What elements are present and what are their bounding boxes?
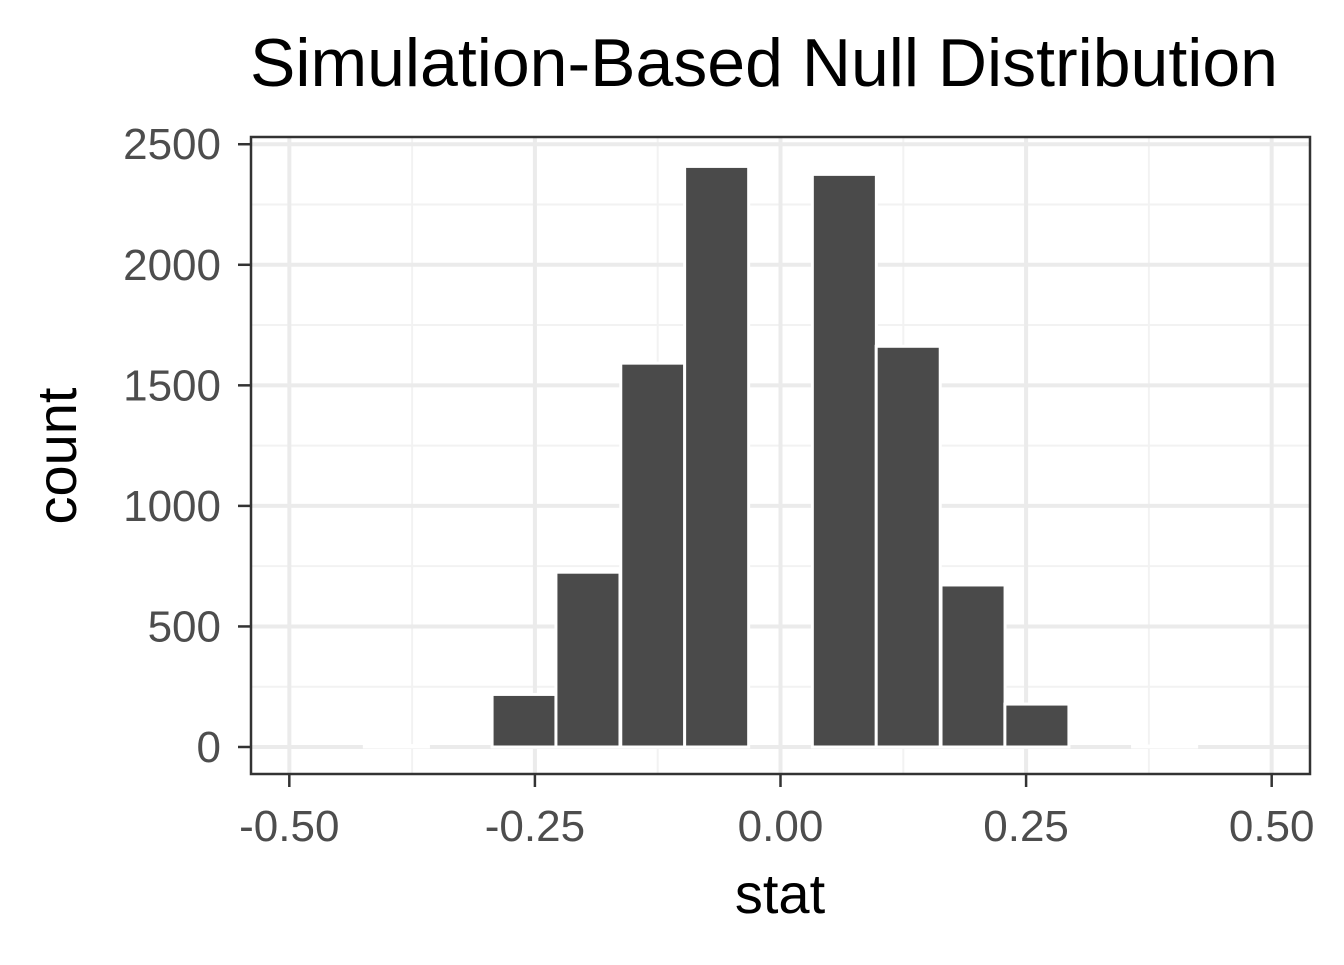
x-axis-label: stat bbox=[735, 862, 826, 925]
y-tick-label: 500 bbox=[148, 602, 221, 651]
histogram-bar bbox=[1131, 744, 1199, 749]
histogram-bar bbox=[874, 344, 942, 749]
histogram-bar bbox=[1003, 702, 1071, 749]
x-tick-label: -0.25 bbox=[485, 802, 585, 851]
histogram-bar bbox=[490, 692, 558, 749]
y-tick-label: 2000 bbox=[123, 241, 221, 290]
x-tick-label: 0.50 bbox=[1229, 802, 1315, 851]
chart-title: Simulation-Based Null Distribution bbox=[250, 25, 1278, 101]
y-tick-label: 1000 bbox=[123, 482, 221, 531]
x-tick-label: 0.25 bbox=[983, 802, 1069, 851]
histogram-bar bbox=[362, 744, 430, 749]
histogram-bar bbox=[554, 570, 622, 749]
x-tick-label: 0.00 bbox=[738, 802, 824, 851]
grid-lines bbox=[251, 137, 1310, 774]
y-tick-label: 0 bbox=[197, 723, 221, 772]
histogram-bar bbox=[810, 172, 878, 749]
histogram-bars bbox=[362, 164, 1199, 749]
y-tick-label: 1500 bbox=[123, 361, 221, 410]
histogram-bar bbox=[939, 583, 1007, 749]
y-tick-label: 2500 bbox=[123, 120, 221, 169]
x-tick-label: -0.50 bbox=[239, 802, 339, 851]
axes: -0.50 -0.25 0.00 0.25 0.50 0 500 1000 1500 2000 25… bbox=[123, 120, 1314, 851]
histogram-bar bbox=[683, 164, 751, 749]
histogram-bar bbox=[619, 361, 687, 749]
y-axis-label: count bbox=[25, 387, 88, 524]
